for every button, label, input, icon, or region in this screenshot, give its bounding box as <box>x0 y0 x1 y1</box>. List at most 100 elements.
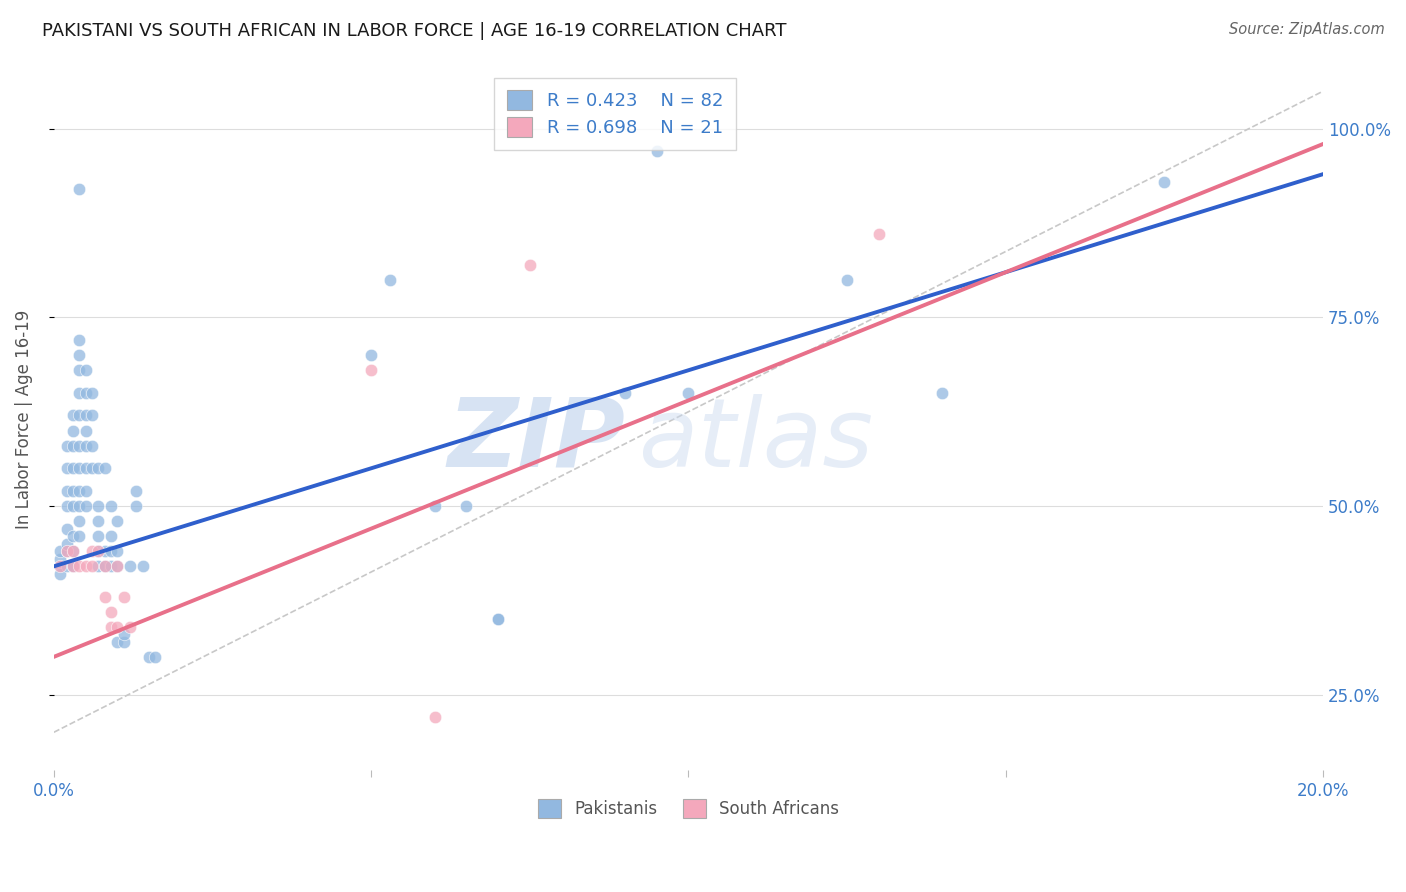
Point <box>49 551 72 566</box>
Point <box>62 483 84 498</box>
Point <box>55 537 77 551</box>
Point <box>138 649 160 664</box>
Point <box>645 145 668 159</box>
Y-axis label: In Labor Force | Age 16-19: In Labor Force | Age 16-19 <box>15 310 32 529</box>
Point <box>456 499 478 513</box>
Point <box>62 424 84 438</box>
Point <box>55 499 77 513</box>
Point <box>55 461 77 475</box>
Point <box>100 559 122 574</box>
Point <box>75 499 97 513</box>
Point <box>62 499 84 513</box>
Point <box>62 461 84 475</box>
Point <box>678 385 700 400</box>
Point <box>62 544 84 558</box>
Point <box>67 348 90 362</box>
Point <box>80 461 103 475</box>
Point <box>55 483 77 498</box>
Point <box>75 559 97 574</box>
Point <box>75 409 97 423</box>
Point <box>87 529 110 543</box>
Point <box>360 363 382 377</box>
Point <box>125 499 148 513</box>
Point <box>105 559 128 574</box>
Point <box>75 439 97 453</box>
Point <box>80 439 103 453</box>
Point <box>75 461 97 475</box>
Point <box>49 559 72 574</box>
Point <box>423 499 446 513</box>
Point <box>112 627 135 641</box>
Point <box>67 514 90 528</box>
Point <box>87 461 110 475</box>
Point <box>67 439 90 453</box>
Point <box>62 559 84 574</box>
Point <box>100 544 122 558</box>
Point <box>62 529 84 543</box>
Text: Source: ZipAtlas.com: Source: ZipAtlas.com <box>1229 22 1385 37</box>
Point <box>868 227 890 242</box>
Point <box>80 385 103 400</box>
Text: PAKISTANI VS SOUTH AFRICAN IN LABOR FORCE | AGE 16-19 CORRELATION CHART: PAKISTANI VS SOUTH AFRICAN IN LABOR FORC… <box>42 22 787 40</box>
Point <box>145 649 167 664</box>
Point <box>112 590 135 604</box>
Point <box>80 409 103 423</box>
Point <box>67 333 90 347</box>
Point <box>519 258 541 272</box>
Point <box>75 424 97 438</box>
Point <box>1153 175 1175 189</box>
Point <box>55 439 77 453</box>
Point <box>486 612 509 626</box>
Point <box>131 559 153 574</box>
Text: atlas: atlas <box>638 393 873 487</box>
Point <box>62 439 84 453</box>
Point <box>55 544 77 558</box>
Point <box>55 559 77 574</box>
Point <box>49 544 72 558</box>
Point <box>67 182 90 196</box>
Point <box>837 273 859 287</box>
Point <box>87 544 110 558</box>
Point <box>80 559 103 574</box>
Point <box>87 499 110 513</box>
Point <box>360 348 382 362</box>
Point <box>75 385 97 400</box>
Point <box>118 620 141 634</box>
Point <box>67 483 90 498</box>
Point <box>62 544 84 558</box>
Point <box>87 514 110 528</box>
Legend: Pakistanis, South Africans: Pakistanis, South Africans <box>531 793 846 825</box>
Point <box>49 559 72 574</box>
Point <box>67 529 90 543</box>
Point <box>105 544 128 558</box>
Point <box>67 461 90 475</box>
Point <box>105 634 128 648</box>
Point <box>93 544 115 558</box>
Point <box>67 409 90 423</box>
Point <box>100 605 122 619</box>
Point <box>67 559 90 574</box>
Point <box>486 612 509 626</box>
Point <box>67 363 90 377</box>
Point <box>380 273 402 287</box>
Point <box>105 514 128 528</box>
Point <box>125 483 148 498</box>
Point <box>105 620 128 634</box>
Point <box>112 634 135 648</box>
Point <box>67 499 90 513</box>
Point <box>87 559 110 574</box>
Point <box>100 529 122 543</box>
Point <box>100 499 122 513</box>
Point <box>614 385 637 400</box>
Point <box>93 559 115 574</box>
Point <box>931 385 953 400</box>
Point <box>93 461 115 475</box>
Point <box>55 544 77 558</box>
Point <box>93 559 115 574</box>
Point <box>87 544 110 558</box>
Point <box>75 483 97 498</box>
Point <box>93 590 115 604</box>
Point <box>100 620 122 634</box>
Point <box>105 559 128 574</box>
Point <box>67 385 90 400</box>
